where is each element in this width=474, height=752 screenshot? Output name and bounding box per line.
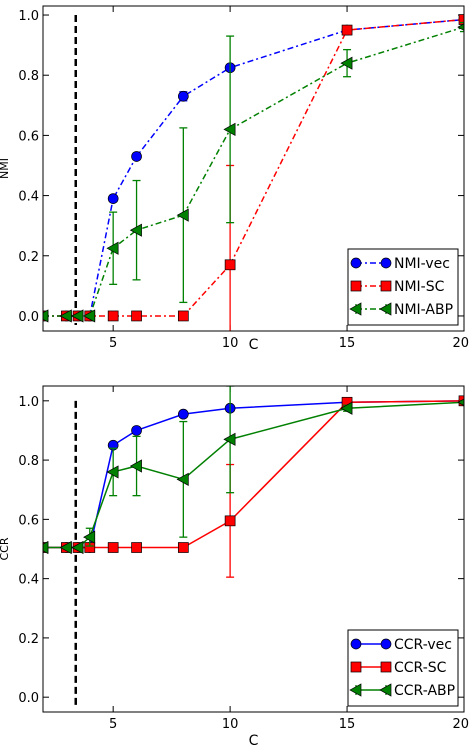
data-point (107, 193, 119, 204)
data-point (177, 542, 189, 553)
data-point (177, 310, 189, 322)
legend-marker (350, 661, 362, 673)
legend: NMI-vec NMI-SC NMI-ABP (347, 248, 459, 326)
legend-marker (379, 683, 392, 697)
data-point (131, 151, 142, 162)
data-point (131, 310, 142, 322)
legend-label: CCR-ABP (394, 683, 455, 699)
data-point (131, 542, 142, 553)
y-tick-label: 1.0 (18, 9, 39, 24)
legend-box (347, 629, 459, 707)
y-axis-label: CCR (0, 537, 11, 560)
data-point (129, 459, 142, 473)
y-tick-label: 0.0 (18, 310, 39, 325)
legend-label: CCR-SC (394, 660, 447, 676)
y-axis-label: NMI (0, 158, 11, 179)
y-tick-label: 0.8 (18, 454, 39, 469)
legend-marker (380, 257, 392, 269)
legend: CCR-vec CCR-SC CCR-ABP (347, 629, 459, 707)
x-tick-label: 15 (339, 336, 356, 351)
x-axis-label: C (249, 337, 259, 353)
legend-marker (350, 280, 362, 292)
data-point (107, 310, 119, 322)
data-point (176, 208, 189, 222)
data-point (177, 90, 189, 102)
x-tick-label: 10 (222, 717, 239, 732)
data-point (107, 542, 119, 553)
x-axis-label: C (249, 733, 259, 749)
y-tick-label: 0.2 (18, 632, 39, 647)
legend-marker (349, 302, 362, 316)
y-tick-label: 0.2 (18, 250, 39, 265)
data-point (83, 530, 96, 544)
data-point (131, 425, 142, 436)
data-point (340, 56, 353, 70)
data-point (83, 309, 96, 323)
y-tick-label: 0.4 (18, 573, 39, 588)
data-point (341, 24, 353, 36)
legend-marker (350, 257, 362, 269)
y-tick-label: 0.8 (18, 69, 39, 84)
x-tick-label: 15 (339, 717, 356, 732)
data-point (106, 465, 119, 479)
legend-box (347, 248, 459, 326)
data-point (177, 408, 189, 420)
data-point (129, 223, 142, 237)
data-point (43, 309, 49, 323)
legend-label: CCR-vec (394, 637, 452, 653)
plot-area (43, 386, 464, 578)
chart-panel-2: 5 10 15 200.00.20.40.60.81.0CCCRCCR-vecCCR-… (0, 385, 469, 749)
x-tick-label: 5 (109, 717, 117, 732)
data-point (224, 259, 236, 271)
y-tick-label: 0.6 (18, 513, 39, 528)
y-tick-label: 0.4 (18, 190, 39, 205)
legend-marker (350, 638, 362, 650)
y-tick-label: 0.6 (18, 129, 39, 144)
legend-marker (379, 302, 392, 316)
x-tick-label: 20 (452, 336, 469, 351)
legend-marker (380, 661, 392, 673)
data-point (43, 540, 49, 555)
data-point (224, 515, 236, 527)
y-tick-label: 1.0 (18, 395, 39, 410)
legend-marker (380, 638, 392, 650)
plot-frame (42, 385, 465, 713)
legend-label: NMI-vec (394, 256, 450, 272)
data-point (340, 401, 353, 415)
x-tick-label: 10 (222, 336, 239, 351)
x-tick-label: 20 (452, 717, 469, 732)
series-nmi-abp (43, 21, 464, 323)
legend-marker (349, 683, 362, 697)
y-tick-label: 0.0 (18, 691, 39, 706)
data-point (458, 14, 464, 25)
data-point (71, 540, 84, 555)
legend-label: NMI-SC (394, 279, 445, 295)
chart-panel-1: 5 10 15 200.00.20.40.60.81.0CNMINMI-vecNMI-… (0, 5, 469, 353)
plot-frame (42, 5, 465, 332)
data-point (106, 241, 119, 255)
series-ccr-abp (43, 386, 464, 555)
data-point (223, 432, 236, 446)
data-point (176, 472, 189, 486)
x-tick-label: 5 (109, 336, 117, 351)
legend-marker (380, 280, 392, 292)
data-point (223, 122, 236, 136)
legend-label: NMI-ABP (394, 302, 453, 318)
